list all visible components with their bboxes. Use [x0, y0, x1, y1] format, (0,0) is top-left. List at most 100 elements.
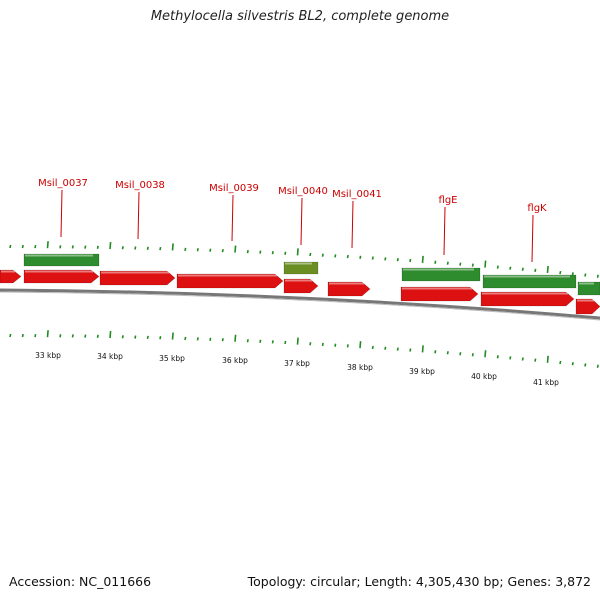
gene-label[interactable]: Msil_0041 [332, 189, 382, 200]
reverse-cds-flgk[interactable] [482, 274, 577, 289]
top-tick [34, 244, 37, 249]
scale-label: 36 kbp [222, 356, 248, 365]
forward-cds-flgk[interactable] [480, 291, 575, 307]
bottom-tick [521, 357, 524, 361]
forward-cds-next[interactable] [575, 298, 600, 315]
bottom-tick [421, 345, 424, 353]
bottom-tick [321, 342, 324, 347]
bottom-tick [296, 337, 299, 345]
bottom-tick [21, 333, 24, 338]
gene-leader-line [351, 200, 354, 249]
top-tick [409, 258, 412, 263]
gene-label[interactable]: flgK [527, 203, 547, 214]
gene-label[interactable]: Msil_0039 [209, 183, 259, 194]
forward-cds-msil-0037[interactable] [23, 269, 100, 284]
bottom-tick [209, 337, 212, 341]
bottom-tick [134, 335, 137, 339]
bottom-tick [559, 360, 562, 365]
top-tick [271, 251, 274, 255]
bottom-tick [46, 330, 49, 338]
top-tick [246, 249, 249, 254]
bottom-tick [96, 334, 99, 338]
gene-label[interactable]: Msil_0038 [115, 180, 165, 191]
bottom-tick [9, 333, 12, 338]
top-tick [346, 254, 349, 259]
top-tick [434, 260, 437, 264]
scale-label: 39 kbp [409, 367, 435, 376]
bottom-tick [571, 362, 574, 366]
forward-cds-0[interactable] [0, 269, 22, 284]
bottom-tick [396, 347, 399, 351]
scale-label: 38 kbp [347, 363, 373, 372]
reverse-cds-msil-0040[interactable] [283, 261, 319, 275]
top-tick [84, 245, 87, 249]
bottom-tick [109, 330, 112, 339]
bottom-tick [446, 351, 449, 355]
top-tick [396, 258, 399, 262]
gene-leader-line [443, 206, 446, 256]
top-tick [296, 248, 299, 256]
bottom-tick [346, 344, 349, 348]
gene-leader-line [531, 214, 534, 263]
forward-cds-flge[interactable] [400, 286, 479, 302]
gene-label[interactable]: Msil_0040 [278, 186, 328, 197]
accession-text: Accession: NC_011666 [9, 574, 152, 589]
bottom-tick [334, 343, 337, 347]
top-tick [184, 247, 187, 252]
feature-track [0, 253, 600, 315]
top-tick [196, 248, 199, 252]
bottom-tick [434, 350, 437, 354]
bottom-tick [596, 364, 599, 368]
top-tick [546, 265, 549, 274]
top-tick [584, 273, 587, 277]
scale-label: 35 kbp [159, 354, 185, 363]
bottom-tick [409, 348, 412, 352]
bottom-tick [384, 346, 387, 350]
top-tick [559, 270, 562, 275]
genome-backbone [0, 288, 600, 320]
reverse-cds-next[interactable] [577, 281, 600, 296]
top-tick [171, 243, 174, 251]
bottom-tick [546, 355, 549, 363]
bottom-tick [459, 352, 462, 356]
reverse-cds-flge[interactable] [401, 267, 481, 282]
top-tick [259, 250, 262, 254]
top-tick-track [9, 241, 599, 278]
bottom-tick [371, 345, 374, 350]
top-tick [21, 244, 24, 249]
bottom-tick [484, 350, 487, 358]
top-tick [71, 245, 74, 249]
forward-cds-msil-0038[interactable] [99, 270, 176, 286]
forward-cds-msil-0040[interactable] [283, 278, 319, 294]
gene-label-layer: Msil_0037 Msil_0038 Msil_0039 Msil_0040 Msil… [38, 178, 547, 263]
top-tick [59, 245, 62, 249]
bottom-tick [184, 336, 187, 341]
scale-label: 34 kbp [97, 352, 123, 361]
gene-leader-line [231, 194, 234, 242]
bottom-tick [146, 335, 149, 340]
scale-label: 33 kbp [35, 351, 61, 360]
bottom-tick [34, 333, 37, 338]
bottom-tick [246, 339, 249, 343]
bottom-tick [121, 335, 124, 339]
bottom-tick [59, 334, 62, 338]
bottom-tick [271, 340, 274, 344]
gene-label[interactable]: Msil_0037 [38, 178, 88, 189]
bottom-tick [159, 336, 162, 340]
reverse-cds-msil-0037[interactable] [23, 253, 100, 267]
top-tick [596, 274, 599, 278]
genome-summary-text: Topology: circular; Length: 4,305,430 bp… [247, 574, 591, 589]
bottom-tick [71, 334, 74, 338]
top-tick [421, 255, 424, 263]
forward-cds-msil-0039[interactable] [176, 273, 284, 289]
gene-label[interactable]: flgE [439, 195, 458, 206]
bottom-tick [509, 356, 512, 360]
bottom-tick [171, 332, 174, 340]
forward-cds-msil-0041[interactable] [327, 281, 371, 297]
gene-leader-line [60, 189, 63, 238]
top-tick [534, 268, 537, 273]
bottom-tick [584, 363, 587, 367]
top-tick [221, 248, 224, 253]
bottom-tick [234, 334, 237, 342]
